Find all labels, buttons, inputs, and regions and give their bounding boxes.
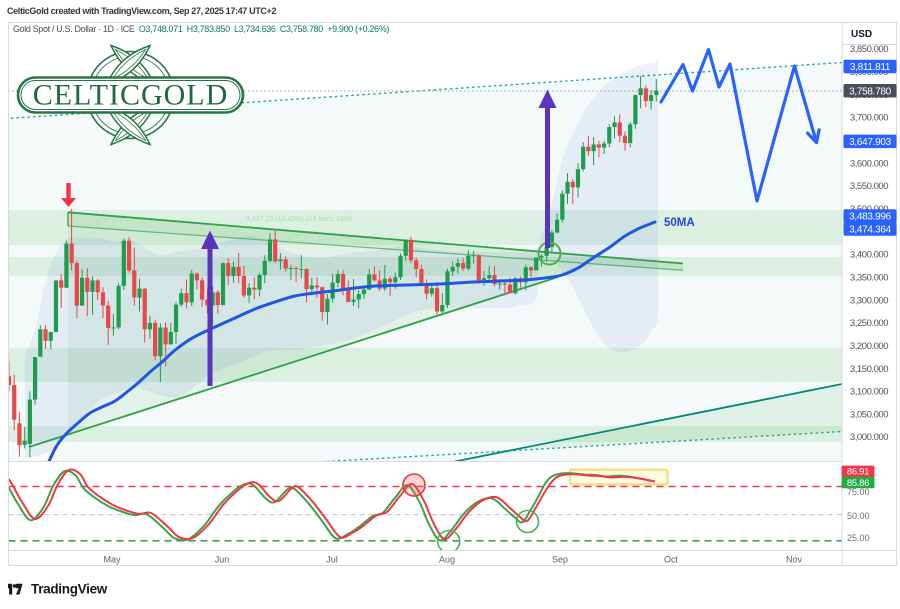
svg-text:TradingView: TradingView <box>31 581 108 596</box>
svg-text:Sep: Sep <box>552 555 568 565</box>
svg-text:50.00: 50.00 <box>847 511 870 521</box>
svg-text:86.91: 86.91 <box>847 467 869 478</box>
svg-text:Aug: Aug <box>439 555 455 565</box>
svg-text:USD: USD <box>851 29 872 40</box>
svg-text:3,647.903: 3,647.903 <box>849 137 892 148</box>
svg-text:3,150.000: 3,150.000 <box>850 364 888 375</box>
svg-text:3,758.780: 3,758.780 <box>849 86 892 97</box>
svg-text:3,250.000: 3,250.000 <box>850 318 888 329</box>
svg-text:3,300.000: 3,300.000 <box>850 295 888 306</box>
svg-text:3,700.000: 3,700.000 <box>850 113 888 124</box>
svg-text:CELTICGOLD: CELTICGOLD <box>33 79 229 112</box>
svg-text:3,437.10 (10.43%) 119 bars, 16: 3,437.10 (10.43%) 119 bars, 168d <box>246 216 352 223</box>
svg-text:3,600.000: 3,600.000 <box>850 158 888 169</box>
svg-text:75.00: 75.00 <box>847 487 870 497</box>
svg-text:3,200.000: 3,200.000 <box>850 341 888 352</box>
svg-text:3,474.364: 3,474.364 <box>849 225 892 236</box>
svg-text:3,000.000: 3,000.000 <box>850 432 888 443</box>
svg-text:Jun: Jun <box>215 555 230 565</box>
svg-text:3,100.000: 3,100.000 <box>850 387 888 398</box>
svg-text:3,350.000: 3,350.000 <box>850 272 888 283</box>
svg-text:3,483.996: 3,483.996 <box>849 212 892 223</box>
svg-text:Nov: Nov <box>786 555 803 565</box>
svg-text:Jul: Jul <box>326 555 338 565</box>
svg-text:CelticGold created with Tradin: CelticGold created with TradingView.com,… <box>7 6 276 16</box>
svg-text:3,050.000: 3,050.000 <box>850 409 888 420</box>
svg-text:25.00: 25.00 <box>847 533 870 543</box>
svg-text:3,850.000: 3,850.000 <box>850 44 888 55</box>
svg-text:3,811.811: 3,811.811 <box>850 62 891 73</box>
svg-text:85.86: 85.86 <box>847 478 869 489</box>
svg-text:May: May <box>103 555 121 565</box>
svg-text:50MA: 50MA <box>664 217 695 229</box>
svg-text:Gold Spot / U.S. Dollar · 1D ·: Gold Spot / U.S. Dollar · 1D · ICE O3,74… <box>13 24 389 34</box>
svg-text:3,550.000: 3,550.000 <box>850 181 888 192</box>
svg-text:3,400.000: 3,400.000 <box>850 250 888 261</box>
svg-text:Oct: Oct <box>664 555 679 565</box>
